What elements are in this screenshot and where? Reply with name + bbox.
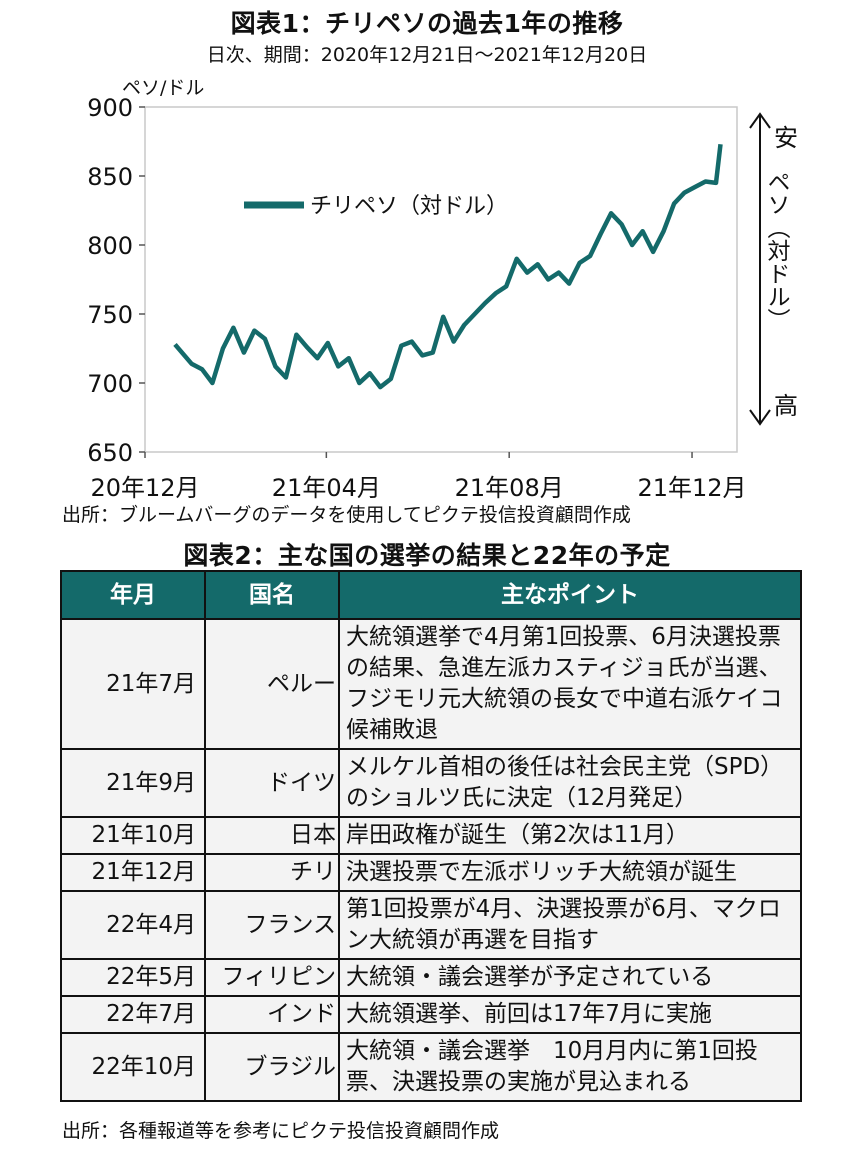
legend-label: チリペソ（対ドル） [310,194,508,219]
y-tick-label: 700 [87,370,133,398]
table-row: 22年10月 ブラジル 大統領・議会選挙 10月月内に第1回投票、決選投票の実施… [60,1032,802,1102]
y-tick-label: 750 [87,301,133,329]
x-tick-label: 21年08月 [455,474,564,502]
peso-line-chart: ペソ/ドル 900 850 800 750 700 650 20年12月 21年04月 21年… [87,77,798,502]
table-row: 22年7月 インド 大統領選挙、前回は17年7月に実施 [60,995,802,1034]
table-row: 21年7月 ペルー 大統領選挙で4月第1回投票、6月決選投票の結果、急進左派カス… [60,618,802,750]
cell-key-point: 大統領・議会選挙 10月月内に第1回投票、決選投票の実施が見込まれる [338,1032,802,1102]
cell-key-point: 大統領選挙で4月第1回投票、6月決選投票の結果、急進左派カスティジョ氏が当選、フ… [338,618,802,750]
right-axis-middle-label: ペソ（対ドル） [763,170,791,331]
plot-area [144,106,738,453]
table-row: 22年5月 フィリピン 大統領・議会選挙が予定されている [60,958,802,997]
cell-year-month: 21年12月 [60,853,206,892]
cell-year-month: 22年7月 [60,995,206,1034]
figure1-source: 出所：ブルームバーグのデータを使用してピクテ投信投資顧問作成 [62,504,631,526]
cell-key-point: メルケル首相の後任は社会民主党（SPD）のショルツ氏に決定（12月発足） [338,748,802,818]
y-tick-label: 850 [87,163,133,191]
y-tick-label: 650 [87,439,133,467]
cell-year-month: 22年10月 [60,1032,206,1102]
header-country: 国名 [204,570,340,620]
cell-key-point: 大統領・議会選挙が予定されている [338,958,802,997]
cell-country: インド [204,995,340,1034]
x-tick-label: 21年04月 [272,474,381,502]
header-year-month: 年月 [60,570,206,620]
figure2-source: 出所：各種報道等を参考にピクテ投信投資顧問作成 [62,1120,500,1142]
right-axis-top-label: 安 [774,124,798,152]
cell-year-month: 22年4月 [60,890,206,960]
cell-key-point: 第1回投票が4月、決選投票が6月、マクロン大統領が再選を目指す [338,890,802,960]
table-row: 21年10月 日本 岸田政権が誕生（第2次は11月） [60,816,802,855]
x-tick-label: 21年12月 [637,474,746,502]
y-tick-label: 800 [87,232,133,260]
table-row: 22年4月 フランス 第1回投票が4月、決選投票が6月、マクロン大統領が再選を目… [60,890,802,960]
cell-country: フィリピン [204,958,340,997]
cell-year-month: 21年10月 [60,816,206,855]
cell-country: フランス [204,890,340,960]
election-table: 年月 国名 主なポイント 21年7月 ペルー 大統領選挙で4月第1回投票、6月決… [60,570,802,1102]
cell-country: ブラジル [204,1032,340,1102]
figure1-subtitle: 日次、期間：2020年12月21日～2021年12月20日 [206,44,648,66]
cell-year-month: 21年7月 [60,618,206,750]
y-tick-label: 900 [87,94,133,122]
right-axis-bottom-label: 高 [774,392,798,420]
cell-key-point: 岸田政権が誕生（第2次は11月） [338,816,802,855]
table-row: 21年9月 ドイツ メルケル首相の後任は社会民主党（SPD）のショルツ氏に決定（… [60,748,802,818]
cell-country: チリ [204,853,340,892]
right-axis-arrow [749,112,771,426]
table-header-row: 年月 国名 主なポイント [60,570,802,620]
figure2-title: 図表2：主な国の選挙の結果と22年の予定 [183,541,671,570]
cell-country: ペルー [204,618,340,750]
series-line-chile-peso [173,144,723,390]
y-axis-label: ペソ/ドル [122,77,204,99]
cell-key-point: 大統領選挙、前回は17年7月に実施 [338,995,802,1034]
header-key-points: 主なポイント [338,570,802,620]
cell-country: 日本 [204,816,340,855]
cell-year-month: 21年9月 [60,748,206,818]
figure1-title: 図表1：チリペソの過去1年の推移 [230,9,624,38]
cell-key-point: 決選投票で左派ボリッチ大統領が誕生 [338,853,802,892]
cell-country: ドイツ [204,748,340,818]
table-row: 21年12月 チリ 決選投票で左派ボリッチ大統領が誕生 [60,853,802,892]
x-tick-label: 20年12月 [90,474,199,502]
cell-year-month: 22年5月 [60,958,206,997]
